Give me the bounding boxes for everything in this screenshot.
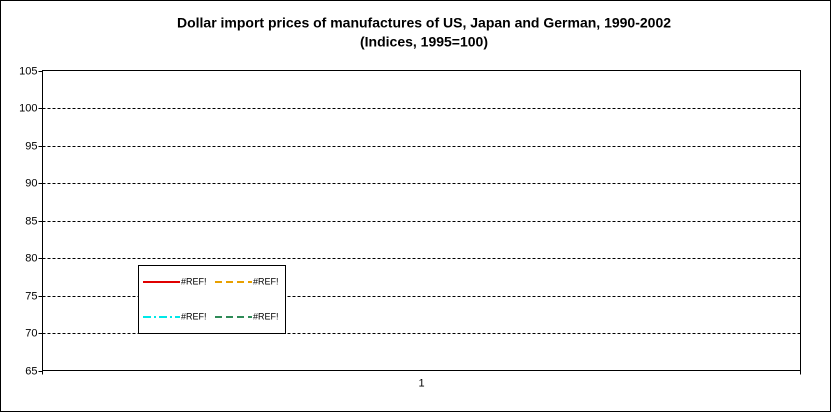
legend-label: #REF! [253,276,279,286]
y-tick-label: 105 [19,65,37,77]
chart-subtitle: (Indices, 1995=100) [360,34,488,50]
legend [138,265,286,334]
y-tick-label: 80 [25,252,37,264]
y-tick-label: 85 [25,215,37,227]
y-tick-label: 75 [25,290,37,302]
y-tick-label: 95 [25,140,37,152]
legend-label: #REF! [181,276,207,286]
y-tick-label: 65 [25,365,37,377]
x-tick-label: 1 [418,377,424,389]
y-tick-label: 100 [19,102,37,114]
legend-label: #REF! [181,311,207,321]
y-tick-label: 90 [25,177,37,189]
legend-label: #REF! [253,311,279,321]
chart-title: Dollar import prices of manufactures of … [177,15,671,31]
y-tick-label: 70 [25,327,37,339]
